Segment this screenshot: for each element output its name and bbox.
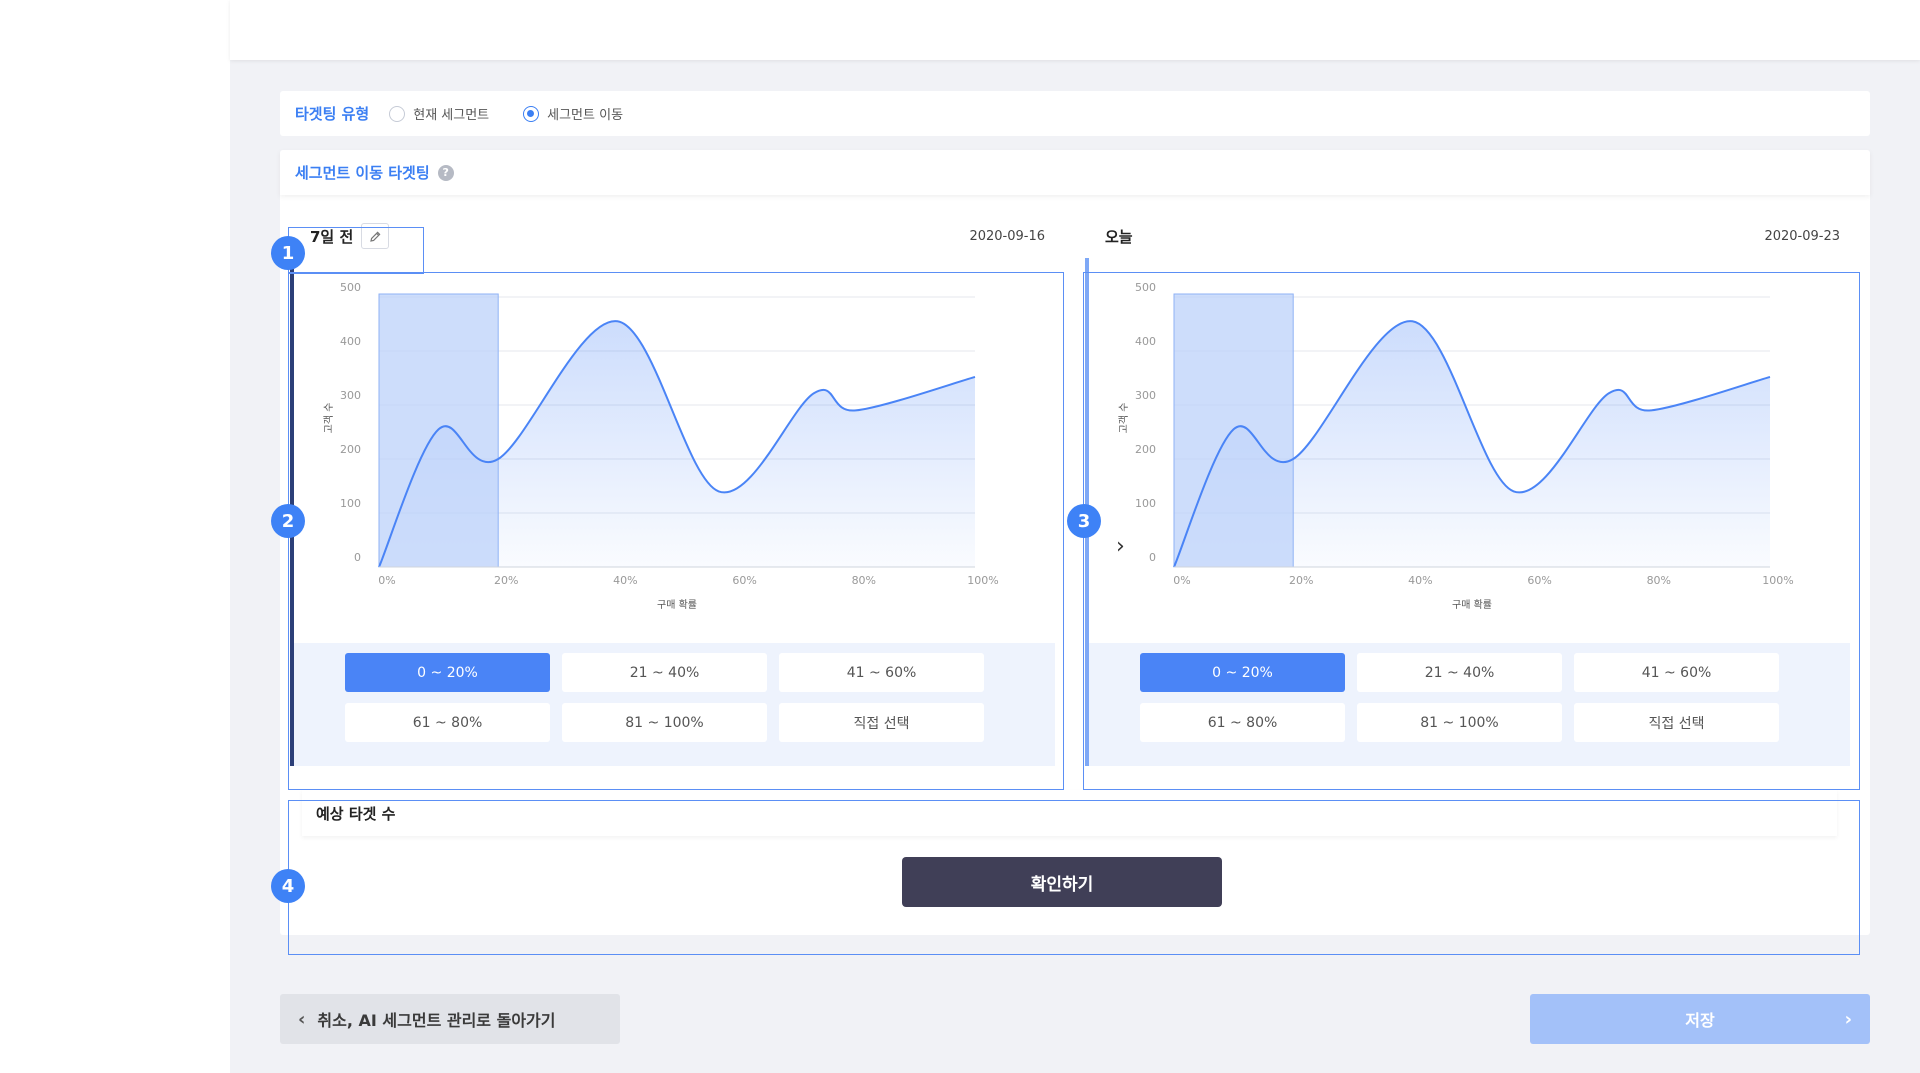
- x-axis-label: 구매 확률: [1452, 599, 1492, 611]
- y-tick-label: 200: [1135, 443, 1156, 456]
- save-button[interactable]: 저장 ›: [1530, 994, 1870, 1044]
- y-tick-label: 300: [1135, 389, 1156, 402]
- chart-area[interactable]: 500 400 300 200 100 0 0% 20% 40% 60% 80% 100% 구매 확률 고…: [1089, 258, 1850, 643]
- targeting-type-label: 타겟팅 유형: [295, 105, 370, 123]
- x-tick-label: 0%: [1173, 574, 1190, 587]
- x-tick-label: 100%: [967, 574, 998, 587]
- panel-date: 2020-09-16: [969, 228, 1045, 244]
- y-axis-label: 고객 수: [1118, 403, 1130, 434]
- estimate-section: 예상 타겟 수 확인하기: [290, 780, 1843, 927]
- y-tick-label: 300: [340, 389, 361, 402]
- segment-targeting-title: 세그먼트 이동 타겟팅: [295, 164, 430, 182]
- area-chart[interactable]: 500 400 300 200 100 0 0% 20% 40% 60% 80% 100% 구매 확률 고…: [294, 258, 1055, 643]
- panel-title: 오늘: [1105, 226, 1133, 247]
- estimate-title: 예상 타겟 수: [302, 790, 1837, 836]
- targeting-type-bar: 타겟팅 유형 현재 세그먼트 세그먼트 이동: [280, 91, 1870, 136]
- series-line: [378, 320, 976, 568]
- range-button-custom[interactable]: 직접 선택: [779, 703, 984, 742]
- range-button-0-20[interactable]: 0 ~ 20%: [1140, 653, 1345, 692]
- chart-box: 500 400 300 200 100 0 0% 20% 40% 60% 80% 100% 구매 확률 고…: [290, 258, 1055, 766]
- panel-header: 7일 전 2020-09-16: [280, 214, 1060, 258]
- radio-current-segment-label: 현재 세그먼트: [413, 108, 490, 123]
- y-axis-label: 고객 수: [323, 403, 335, 434]
- x-tick-label: 80%: [1647, 574, 1671, 587]
- x-tick-label: 40%: [613, 574, 637, 587]
- main-content: 타겟팅 유형 현재 세그먼트 세그먼트 이동 세그먼트 이동 타겟팅 ? 7일 …: [230, 60, 1920, 1073]
- x-tick-label: 40%: [1408, 574, 1432, 587]
- back-button-label: 취소, AI 세그먼트 관리로 돌아가기: [317, 1011, 556, 1030]
- radio-segment-move-label: 세그먼트 이동: [547, 108, 624, 123]
- y-tick-label: 100: [340, 497, 361, 510]
- segment-targeting-header: 세그먼트 이동 타겟팅 ?: [280, 150, 1870, 195]
- chevron-right-icon: ›: [1844, 1008, 1852, 1030]
- chart-area[interactable]: 500 400 300 200 100 0 0% 20% 40% 60% 80% 100% 구매 확률 고…: [294, 258, 1055, 643]
- help-icon[interactable]: ?: [437, 164, 454, 181]
- series-line: [1173, 320, 1771, 568]
- step-badge-2: 2: [271, 504, 305, 538]
- targeting-type-radio-group: 현재 세그먼트 세그먼트 이동: [389, 104, 657, 123]
- range-button-41-60[interactable]: 41 ~ 60%: [1574, 653, 1779, 692]
- x-tick-label: 0%: [378, 574, 395, 587]
- y-tick-label: 100: [1135, 497, 1156, 510]
- chevron-left-icon: ‹: [298, 1008, 306, 1030]
- step-badge-4: 4: [271, 869, 305, 903]
- range-button-61-80[interactable]: 61 ~ 80%: [1140, 703, 1345, 742]
- chart-panel-today: 오늘 2020-09-23 500 400 300 200 100 0 0% 20% 40% 60…: [1075, 214, 1855, 766]
- x-tick-label: 60%: [732, 574, 756, 587]
- x-axis-label: 구매 확률: [657, 599, 697, 611]
- estimate-card: 예상 타겟 수 확인하기: [302, 790, 1837, 927]
- area-chart[interactable]: 500 400 300 200 100 0 0% 20% 40% 60% 80% 100% 구매 확률 고…: [1089, 258, 1850, 643]
- y-tick-label: 500: [1135, 281, 1156, 294]
- segment-targeting-panel: 세그먼트 이동 타겟팅 ? 7일 전 2020-09-16 500 400 300 2…: [271, 150, 1870, 955]
- sidebar: [0, 0, 230, 1073]
- range-button-custom[interactable]: 직접 선택: [1574, 703, 1779, 742]
- radio-current-segment[interactable]: 현재 세그먼트: [389, 104, 489, 123]
- y-tick-label: 400: [1135, 335, 1156, 348]
- area-fill: [379, 321, 975, 567]
- range-button-61-80[interactable]: 61 ~ 80%: [345, 703, 550, 742]
- y-tick-label: 0: [1149, 551, 1156, 564]
- y-tick-label: 400: [340, 335, 361, 348]
- x-tick-label: 60%: [1527, 574, 1551, 587]
- panel-title-text: 7일 전: [310, 227, 354, 246]
- panel-date: 2020-09-23: [1764, 228, 1840, 244]
- top-header: [230, 0, 1920, 60]
- save-button-label: 저장: [1685, 1011, 1715, 1030]
- radio-circle-icon[interactable]: [389, 105, 406, 122]
- range-button-21-40[interactable]: 21 ~ 40%: [1357, 653, 1562, 692]
- range-button-41-60[interactable]: 41 ~ 60%: [779, 653, 984, 692]
- y-tick-label: 200: [340, 443, 361, 456]
- step-badge-3: 3: [1067, 504, 1101, 538]
- panel-title-text: 오늘: [1105, 227, 1133, 246]
- x-tick-label: 100%: [1762, 574, 1793, 587]
- x-tick-label: 20%: [1289, 574, 1313, 587]
- panel-header: 오늘 2020-09-23: [1075, 214, 1855, 258]
- x-tick-label: 80%: [852, 574, 876, 587]
- x-tick-label: 20%: [494, 574, 518, 587]
- range-button-21-40[interactable]: 21 ~ 40%: [562, 653, 767, 692]
- panel-title: 7일 전: [310, 223, 390, 249]
- step-badge-1: 1: [271, 236, 305, 270]
- radio-checked-icon[interactable]: [523, 105, 540, 122]
- confirm-button[interactable]: 확인하기: [902, 857, 1222, 907]
- chart-panel-past: 7일 전 2020-09-16 500 400 300 200 100 0 0% 20% 40%…: [280, 214, 1060, 766]
- range-button-81-100[interactable]: 81 ~ 100%: [562, 703, 767, 742]
- pencil-icon[interactable]: [361, 223, 390, 249]
- area-fill: [1174, 321, 1770, 567]
- y-tick-label: 0: [354, 551, 361, 564]
- y-tick-label: 500: [340, 281, 361, 294]
- range-button-81-100[interactable]: 81 ~ 100%: [1357, 703, 1562, 742]
- range-button-grid: 0 ~ 20% 21 ~ 40% 41 ~ 60% 61 ~ 80% 81 ~ …: [345, 653, 995, 742]
- back-button[interactable]: ‹ 취소, AI 세그먼트 관리로 돌아가기: [280, 994, 620, 1044]
- radio-segment-move[interactable]: 세그먼트 이동: [523, 104, 623, 123]
- range-button-0-20[interactable]: 0 ~ 20%: [345, 653, 550, 692]
- chart-box: 500 400 300 200 100 0 0% 20% 40% 60% 80% 100% 구매 확률 고…: [1085, 258, 1850, 766]
- chevron-right-icon: ›: [1116, 534, 1125, 559]
- range-button-grid: 0 ~ 20% 21 ~ 40% 41 ~ 60% 61 ~ 80% 81 ~ …: [1140, 653, 1790, 742]
